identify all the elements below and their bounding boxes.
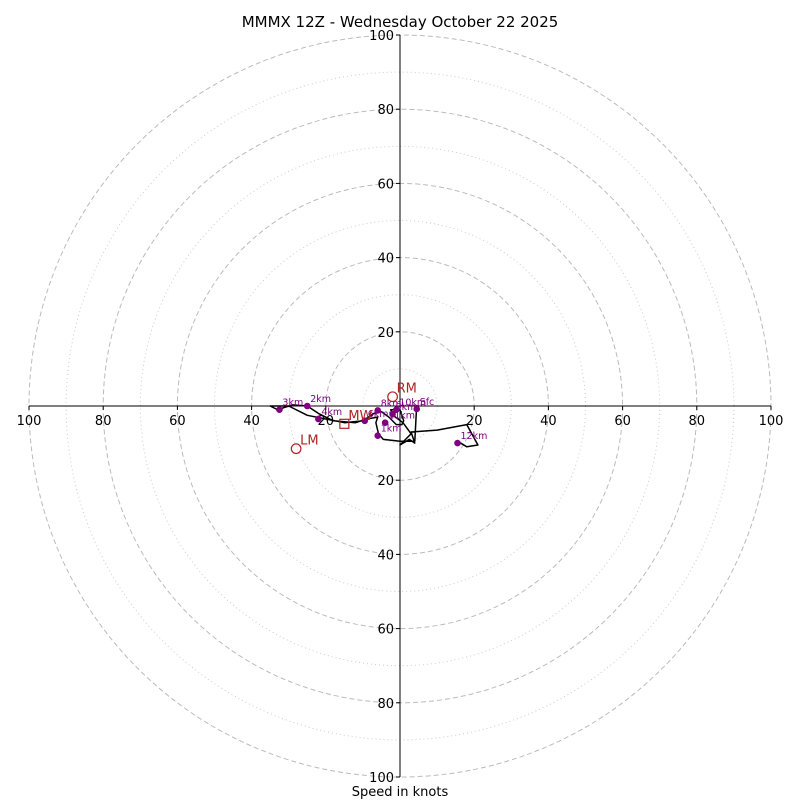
y-tick-label: 40 — [377, 252, 394, 267]
x-axis-label: Speed in knots — [352, 785, 449, 800]
y-tick-label: 100 — [369, 771, 394, 786]
x-tick-label: 40 — [540, 414, 557, 429]
height-label-Sfc: Sfc — [420, 397, 435, 408]
height-marker-12km — [454, 439, 461, 447]
height-label-12km: 12km — [461, 431, 488, 442]
y-tick-label: 80 — [377, 103, 394, 118]
height-marker-1km — [374, 432, 382, 439]
height-marker-9km — [389, 410, 396, 418]
x-tick-label: 60 — [614, 414, 631, 429]
height-marker-10km — [392, 406, 400, 414]
storm-label-LM: LM — [300, 434, 318, 449]
height-label-10km: 10km — [399, 398, 426, 409]
height-label-9km: 9km — [396, 402, 417, 413]
y-tick-label: 40 — [377, 548, 394, 563]
storm-marker-RM — [387, 391, 398, 403]
x-tick-label: 60 — [169, 414, 186, 429]
y-tick-label: 60 — [377, 177, 394, 192]
y-tick-group: 100 80 60 40 20 20 40 60 80 100 — [369, 29, 400, 786]
storm-label-RM: RM — [397, 382, 417, 397]
height-label-1km: 1km — [381, 424, 402, 435]
y-tick-label: 60 — [377, 623, 394, 638]
height-label-11km: 11km — [388, 411, 415, 422]
storm-motion-group: RM LM MW — [290, 382, 417, 455]
chart-title: MMMX 12Z - Wednesday October 22 2025 — [242, 13, 559, 31]
x-tick-label: 80 — [95, 414, 112, 429]
storm-marker-MW — [339, 418, 350, 429]
x-tick-label: 100 — [759, 414, 784, 429]
y-tick-label: 100 — [369, 29, 394, 44]
height-marker-2km — [303, 402, 311, 410]
height-label-6km: 6km — [368, 409, 389, 420]
height-marker-Sfc — [413, 405, 420, 413]
height-label-4km: 4km — [321, 407, 342, 418]
y-tick-label: 20 — [377, 474, 394, 489]
height-marker-4km — [315, 415, 322, 423]
storm-marker-LM — [290, 443, 302, 455]
height-label-3km: 3km — [282, 398, 303, 409]
height-label-8km: 8km — [381, 398, 402, 409]
x-tick-label: 80 — [689, 414, 706, 429]
y-tick-label: 80 — [377, 697, 394, 712]
height-marker-8km — [374, 407, 382, 414]
x-tick-label: 20 — [466, 414, 483, 429]
x-tick-label: 100 — [17, 414, 42, 429]
height-marker-3km — [276, 406, 283, 414]
height-marker-6km — [361, 417, 369, 425]
x-tick-label: 40 — [243, 414, 260, 429]
y-tick-label: 20 — [377, 326, 394, 341]
hodograph-trace — [269, 404, 479, 448]
storm-label-MW: MW — [348, 409, 372, 424]
height-label-2km: 2km — [310, 394, 331, 405]
height-marker-11km — [381, 419, 389, 426]
